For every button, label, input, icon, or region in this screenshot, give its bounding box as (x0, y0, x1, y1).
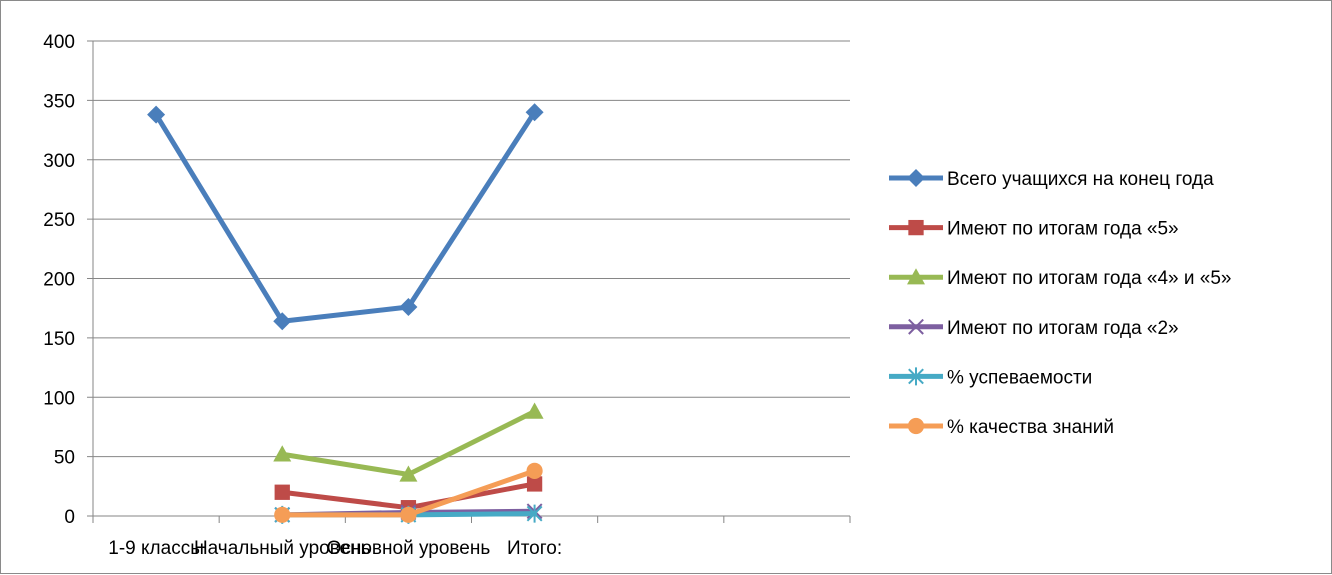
series-group (273, 402, 544, 482)
data-point (526, 476, 543, 492)
series-line (153, 109, 538, 324)
data-point (273, 312, 292, 331)
y-tick-label: 400 (43, 32, 75, 53)
legend-item: Имеют по итогам года «4» и «5» (889, 268, 1232, 289)
legend-label: Имеют по итогам года «2» (947, 318, 1179, 339)
legend-item: % качества знаний (889, 417, 1114, 438)
legend-item: Имеют по итогам года «2» (889, 318, 1179, 339)
y-tick-label: 350 (43, 91, 75, 112)
y-tick-label: 300 (43, 151, 75, 172)
y-tick-label: 200 (43, 270, 75, 291)
x-category-label: Начальный уровень (194, 538, 371, 559)
series-group (274, 462, 543, 523)
legend-marker (908, 367, 924, 386)
y-tick-label: 250 (43, 210, 75, 231)
legend-label: % успеваемости (947, 367, 1092, 388)
data-point (525, 103, 544, 122)
legend: Всего учащихся на конец года Имеют по ито… (889, 169, 1232, 438)
y-tick-label: 150 (43, 329, 75, 350)
legend-item: Имеют по итогам года «5» (889, 219, 1179, 240)
x-category-label: Основной уровень (327, 538, 491, 559)
legend-label: Имеют по итогам года «5» (947, 219, 1179, 240)
y-tick-label: 100 (43, 388, 75, 409)
legend-marker (907, 268, 925, 285)
legend-marker (908, 219, 924, 236)
series-layer (147, 103, 544, 524)
data-point (526, 504, 543, 523)
data-point (400, 506, 417, 523)
data-point (526, 462, 543, 479)
legend-label: Имеют по итогам года «4» и «5» (947, 268, 1232, 289)
series-group (147, 103, 544, 331)
series-line (279, 409, 538, 477)
legend-marker (908, 318, 924, 335)
data-point (274, 506, 291, 523)
data-point (147, 105, 166, 124)
legend-item: % успеваемости (889, 367, 1092, 388)
gridlines (93, 40, 850, 458)
y-tick-label: 0 (64, 507, 75, 528)
legend-label: Всего учащихся на конец года (947, 169, 1214, 190)
legend-marker (907, 417, 925, 435)
data-point (273, 445, 292, 462)
data-point (399, 465, 418, 482)
x-category-label: 1-9 классы (108, 538, 204, 559)
y-tick-label: 50 (54, 448, 75, 469)
legend-item: Всего учащихся на конец года (889, 169, 1214, 190)
data-point (525, 402, 544, 419)
legend-label: % качества знаний (947, 417, 1114, 438)
data-point (399, 298, 418, 316)
axes: 0 50 100 150 200 250 300 350 400 1-9 классыНачаль… (43, 32, 851, 559)
legend-marker (907, 169, 925, 187)
x-category-label: Итого: (507, 538, 562, 559)
data-point (274, 484, 290, 500)
